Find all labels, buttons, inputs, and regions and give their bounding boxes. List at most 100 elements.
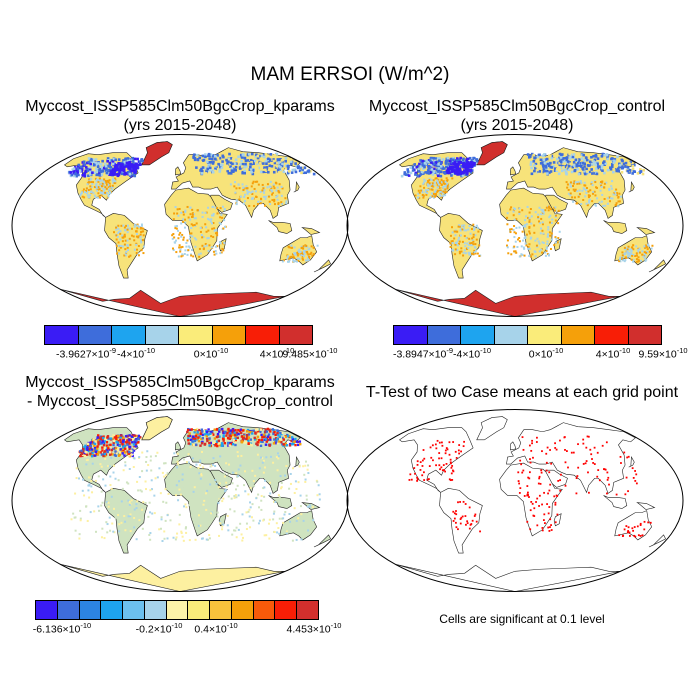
- continent-indonesia: [604, 220, 627, 233]
- grid-cell: [603, 154, 606, 157]
- grid-cell: [543, 513, 545, 515]
- grid-cell: [584, 195, 586, 197]
- grid-cell: [285, 202, 287, 204]
- grid-cell: [214, 465, 216, 467]
- grid-cell: [269, 155, 272, 158]
- grid-cell: [265, 438, 267, 440]
- continent-japan: [629, 457, 635, 467]
- continent-new-zealand: [314, 260, 331, 272]
- grid-cell: [550, 170, 553, 173]
- grid-cell: [641, 254, 643, 256]
- grid-cell: [129, 173, 132, 176]
- grid-cell: [124, 461, 126, 463]
- grid-cell: [521, 472, 523, 474]
- grid-cell: [276, 429, 278, 431]
- grid-cell: [131, 441, 133, 443]
- grid-cell: [447, 157, 450, 160]
- grid-cell: [237, 451, 239, 453]
- grid-cell: [184, 227, 186, 229]
- grid-cell: [626, 170, 629, 173]
- grid-cell: [102, 440, 104, 442]
- grid-cell: [268, 196, 270, 198]
- grid-cell: [418, 190, 420, 192]
- grid-cell: [642, 173, 645, 176]
- grid-cell: [136, 249, 138, 251]
- grid-cell: [294, 492, 296, 494]
- grid-cell: [255, 497, 257, 499]
- grid-cell: [430, 447, 432, 449]
- grid-cell: [111, 449, 113, 451]
- grid-cell: [243, 196, 245, 198]
- grid-cell: [84, 163, 87, 166]
- grid-cell: [141, 224, 143, 226]
- grid-cell: [185, 242, 187, 244]
- grid-cell: [519, 240, 521, 242]
- grid-cell: [641, 250, 643, 252]
- grid-cell: [592, 462, 594, 464]
- continent-new-zealand: [649, 260, 666, 272]
- grid-cell: [549, 526, 551, 528]
- grid-cell: [467, 247, 469, 249]
- grid-cell: [180, 255, 182, 257]
- grid-cell: [109, 484, 111, 486]
- grid-cell: [606, 441, 608, 443]
- grid-cell: [92, 181, 94, 183]
- grid-cell: [454, 230, 456, 232]
- grid-cell: [300, 495, 302, 497]
- grid-cell: [195, 444, 197, 446]
- grid-cell: [631, 527, 633, 529]
- grid-cell: [203, 246, 205, 248]
- grid-cell: [597, 469, 599, 471]
- grid-cell: [513, 214, 515, 216]
- grid-cell: [207, 207, 209, 209]
- grid-cell: [458, 449, 460, 451]
- grid-cell: [224, 431, 226, 433]
- grid-cell: [246, 157, 249, 160]
- grid-cell: [308, 170, 311, 173]
- grid-cell: [622, 254, 624, 256]
- grid-cell: [269, 492, 271, 494]
- grid-cell: [295, 488, 297, 490]
- grid-cell: [445, 181, 447, 183]
- grid-cell: [615, 172, 618, 175]
- grid-cell: [108, 502, 110, 504]
- grid-cell: [115, 438, 117, 440]
- grid-cell: [573, 183, 575, 185]
- grid-cell: [452, 250, 454, 252]
- grid-cell: [478, 244, 480, 246]
- grid-cell: [528, 243, 530, 245]
- grid-cell: [651, 248, 653, 250]
- grid-cell: [121, 500, 123, 502]
- grid-cell: [195, 166, 198, 169]
- grid-cell: [438, 157, 441, 160]
- grid-cell: [221, 248, 223, 250]
- grid-cell: [188, 453, 190, 455]
- grid-cell: [455, 172, 458, 175]
- grid-cell: [143, 246, 145, 248]
- grid-cell: [316, 481, 318, 483]
- grid-cell: [429, 465, 431, 467]
- continent-indonesia: [604, 495, 627, 508]
- grid-cell: [236, 536, 238, 538]
- grid-cell: [449, 242, 451, 244]
- grid-cell: [218, 442, 220, 444]
- grid-cell: [235, 488, 237, 490]
- grid-cell: [278, 159, 281, 162]
- grid-cell: [85, 451, 87, 453]
- grid-cell: [203, 164, 206, 167]
- grid-cell: [588, 492, 590, 494]
- grid-cell: [235, 166, 238, 169]
- grid-cell: [569, 194, 571, 196]
- grid-cell: [263, 460, 265, 462]
- grid-cell: [253, 205, 255, 207]
- grid-cell: [104, 458, 106, 460]
- grid-cell: [307, 529, 309, 531]
- grid-cell: [83, 175, 86, 178]
- grid-cell: [130, 530, 132, 532]
- grid-cell: [557, 241, 559, 243]
- grid-cell: [234, 530, 236, 532]
- grid-cell: [453, 237, 455, 239]
- grid-cell: [255, 428, 257, 430]
- grid-cell: [298, 481, 300, 483]
- grid-cell: [97, 197, 99, 199]
